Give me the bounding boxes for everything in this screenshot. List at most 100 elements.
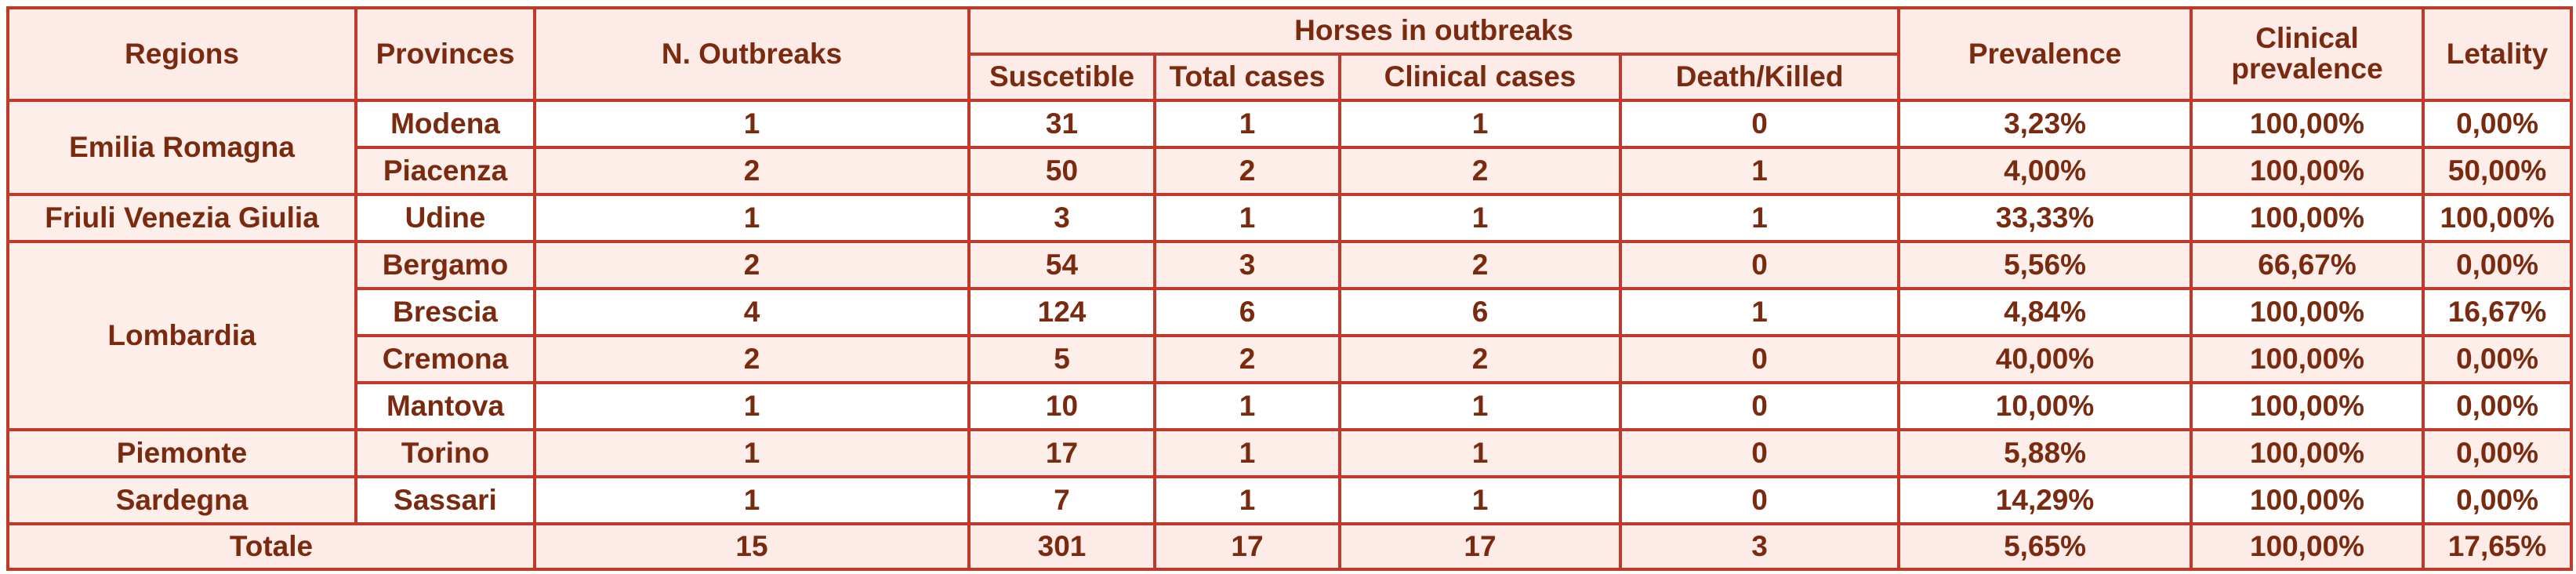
province-cell: Cremona (354, 334, 536, 384)
total-death-killed-cell: 3 (1618, 522, 1901, 571)
clinical-prevalence-cell: 100,00% (2190, 381, 2425, 431)
province-cell: Piacenza (354, 146, 536, 196)
death-killed-cell: 1 (1618, 193, 1901, 243)
letality-cell: 0,00% (2422, 240, 2574, 290)
clinical-prevalence-cell: 100,00% (2190, 146, 2425, 196)
prevalence-cell: 40,00% (1897, 334, 2193, 384)
header-susceptible: Suscetible (967, 53, 1156, 102)
total-cases-cell: 2 (1153, 146, 1341, 196)
letality-cell: 0,00% (2422, 475, 2574, 525)
total-cases-cell: 1 (1153, 193, 1341, 243)
letality-cell: 0,00% (2422, 99, 2574, 149)
table-row: Sardegna Sassari 1 7 1 1 0 14,29% 100,00… (6, 475, 2574, 525)
letality-cell: 16,67% (2422, 287, 2574, 337)
death-killed-cell: 1 (1618, 287, 1901, 337)
outbreaks-cell: 2 (533, 334, 971, 384)
outbreaks-cell: 1 (533, 381, 971, 431)
death-killed-cell: 1 (1618, 146, 1901, 196)
province-cell: Bergamo (354, 240, 536, 290)
death-killed-cell: 0 (1618, 99, 1901, 149)
table-row: Piemonte Torino 1 17 1 1 0 5,88% 100,00%… (6, 428, 2574, 478)
clinical-prevalence-cell: 100,00% (2190, 428, 2425, 478)
header-letality: Letality (2422, 6, 2574, 102)
total-cases-cell: 2 (1153, 334, 1341, 384)
susceptible-cell: 31 (967, 99, 1156, 149)
prevalence-cell: 3,23% (1897, 99, 2193, 149)
death-killed-cell: 0 (1618, 381, 1901, 431)
susceptible-cell: 10 (967, 381, 1156, 431)
prevalence-cell: 14,29% (1897, 475, 2193, 525)
clinical-cases-cell: 2 (1338, 240, 1622, 290)
outbreaks-cell: 1 (533, 193, 971, 243)
total-susceptible-cell: 301 (967, 522, 1156, 571)
death-killed-cell: 0 (1618, 475, 1901, 525)
death-killed-cell: 0 (1618, 334, 1901, 384)
clinical-prevalence-cell: 66,67% (2190, 240, 2425, 290)
total-outbreaks-cell: 15 (533, 522, 971, 571)
region-cell: Friuli Venezia Giulia (6, 193, 357, 243)
header-total-cases: Total cases (1153, 53, 1341, 102)
total-letality-cell: 17,65% (2422, 522, 2574, 571)
province-cell: Torino (354, 428, 536, 478)
province-cell: Brescia (354, 287, 536, 337)
susceptible-cell: 7 (967, 475, 1156, 525)
total-clinical-cases-cell: 17 (1338, 522, 1622, 571)
prevalence-cell: 4,84% (1897, 287, 2193, 337)
header-death-killed: Death/Killed (1618, 53, 1901, 102)
clinical-cases-cell: 1 (1338, 428, 1622, 478)
letality-cell: 0,00% (2422, 334, 2574, 384)
table-row: Emilia Romagna Modena 1 31 1 1 0 3,23% 1… (6, 99, 2574, 196)
letality-cell: 0,00% (2422, 381, 2574, 431)
total-cases-cell: 1 (1153, 428, 1341, 478)
table-row: Cremona 2 5 2 2 0 40,00% 100,00% 0,00% (8, 334, 2574, 384)
table-row: Mantova 1 10 1 1 0 10,00% 100,00% 0,00% (8, 381, 2574, 431)
region-cell: Sardegna (6, 475, 357, 525)
table-row: Friuli Venezia Giulia Udine 1 3 1 1 1 33… (6, 193, 2574, 243)
prevalence-cell: 5,56% (1897, 240, 2193, 290)
total-cases-cell: 6 (1153, 287, 1341, 337)
letality-cell: 50,00% (2422, 146, 2574, 196)
province-cell: Modena (354, 99, 536, 149)
clinical-prevalence-cell: 100,00% (2190, 475, 2425, 525)
total-cases-cell: 1 (1153, 381, 1341, 431)
outbreaks-cell: 1 (533, 475, 971, 525)
region-cell: Lombardia (6, 240, 357, 431)
header-horses-in-outbreaks: Horses in outbreaks (967, 6, 1901, 56)
outbreaks-cell: 2 (533, 240, 971, 290)
header-regions: Regions (6, 6, 357, 102)
total-row: Totale 15 301 17 17 3 5,65% 100,00% 17,6… (6, 522, 2574, 571)
table-row: Piacenza 2 50 2 2 1 4,00% 100,00% 50,00% (8, 146, 2574, 196)
table-container: Regions Provinces N. Outbreaks Horses in… (6, 6, 2574, 571)
susceptible-cell: 50 (967, 146, 1156, 196)
clinical-prevalence-cell: 100,00% (2190, 99, 2425, 149)
outbreaks-cell: 4 (533, 287, 971, 337)
clinical-cases-cell: 2 (1338, 334, 1622, 384)
table-row: Lombardia Bergamo 2 54 3 2 0 5,56% 66,67… (6, 240, 2574, 431)
clinical-cases-cell: 1 (1338, 193, 1622, 243)
total-cases-cell: 3 (1153, 240, 1341, 290)
total-total-cases-cell: 17 (1153, 522, 1341, 571)
clinical-cases-cell: 1 (1338, 99, 1622, 149)
header-clinical-cases: Clinical cases (1338, 53, 1622, 102)
clinical-prevalence-cell: 100,00% (2190, 193, 2425, 243)
region-cell: Piemonte (6, 428, 357, 478)
death-killed-cell: 0 (1618, 428, 1901, 478)
clinical-prevalence-cell: 100,00% (2190, 287, 2425, 337)
province-cell: Mantova (354, 381, 536, 431)
prevalence-cell: 33,33% (1897, 193, 2193, 243)
total-label: Totale (6, 522, 536, 571)
header-prevalence: Prevalence (1897, 6, 2193, 102)
clinical-cases-cell: 1 (1338, 381, 1622, 431)
outbreaks-cell: 1 (533, 428, 971, 478)
susceptible-cell: 54 (967, 240, 1156, 290)
susceptible-cell: 5 (967, 334, 1156, 384)
total-prevalence-cell: 5,65% (1897, 522, 2193, 571)
outbreaks-cell: 2 (533, 146, 971, 196)
header-provinces: Provinces (354, 6, 536, 102)
clinical-cases-cell: 1 (1338, 475, 1622, 525)
total-cases-cell: 1 (1153, 475, 1341, 525)
province-cell: Sassari (354, 475, 536, 525)
total-clinical-prevalence-cell: 100,00% (2190, 522, 2425, 571)
susceptible-cell: 3 (967, 193, 1156, 243)
prevalence-cell: 4,00% (1897, 146, 2193, 196)
